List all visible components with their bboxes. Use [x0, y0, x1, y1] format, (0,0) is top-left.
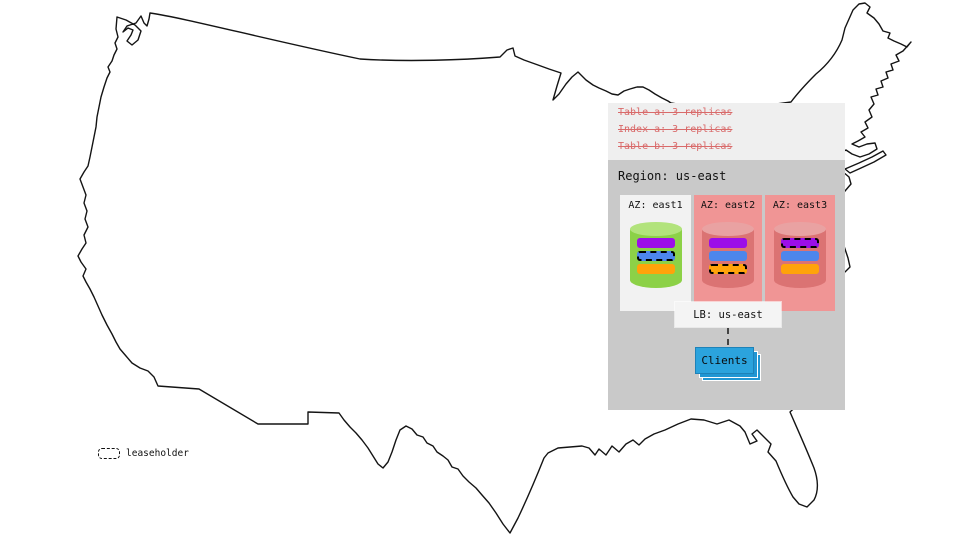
clients-box: Clients — [695, 347, 754, 374]
replica-bar-leaseholder — [636, 251, 675, 261]
legend-label: leaseholder — [126, 448, 189, 459]
legend: leaseholder — [98, 448, 189, 459]
az-east1-label: AZ: east1 — [628, 200, 683, 211]
clients-stack: Clients — [695, 347, 761, 381]
replica-bar — [781, 264, 819, 274]
az-east2-label: AZ: east2 — [700, 200, 756, 211]
cylinder-top-ellipse — [702, 222, 754, 236]
database-cylinder-east1 — [629, 222, 682, 295]
replica-bar — [636, 238, 675, 248]
note-index-a: Index a: 3 replicas — [618, 124, 733, 135]
long-island-path — [844, 150, 887, 174]
region-us-east-panel: Region: us-east AZ: east1 AZ: east2 — [608, 160, 845, 410]
clients-label: Clients — [701, 354, 748, 367]
az-east2-box: AZ: east2 — [694, 195, 762, 311]
replica-notes-panel: Table a: 3 replicas Index a: 3 replicas … — [608, 103, 845, 160]
leaseholder-swatch-icon — [98, 448, 120, 459]
az-east3-box: AZ: east3 — [765, 195, 835, 311]
replica-bar — [781, 251, 819, 261]
lb-clients-connector — [727, 328, 729, 345]
load-balancer-box: LB: us-east — [675, 302, 781, 327]
database-cylinder-east2 — [702, 222, 754, 295]
load-balancer-label: LB: us-east — [693, 308, 763, 321]
cylinder-top-ellipse — [629, 222, 682, 236]
note-table-a: Table a: 3 replicas — [618, 107, 733, 118]
region-title: Region: us-east — [618, 169, 727, 183]
replica-bar — [709, 251, 747, 261]
replica-bar — [709, 238, 747, 248]
az-east1-box: AZ: east1 — [620, 195, 691, 311]
note-table-b: Table b: 3 replicas — [618, 141, 733, 152]
replica-bar-leaseholder — [781, 238, 819, 248]
database-cylinder-east3 — [774, 222, 826, 295]
az-east3-label: AZ: east3 — [772, 200, 828, 211]
replica-bar-leaseholder — [709, 264, 747, 274]
replica-bar — [636, 264, 675, 274]
cylinder-top-ellipse — [774, 222, 826, 236]
